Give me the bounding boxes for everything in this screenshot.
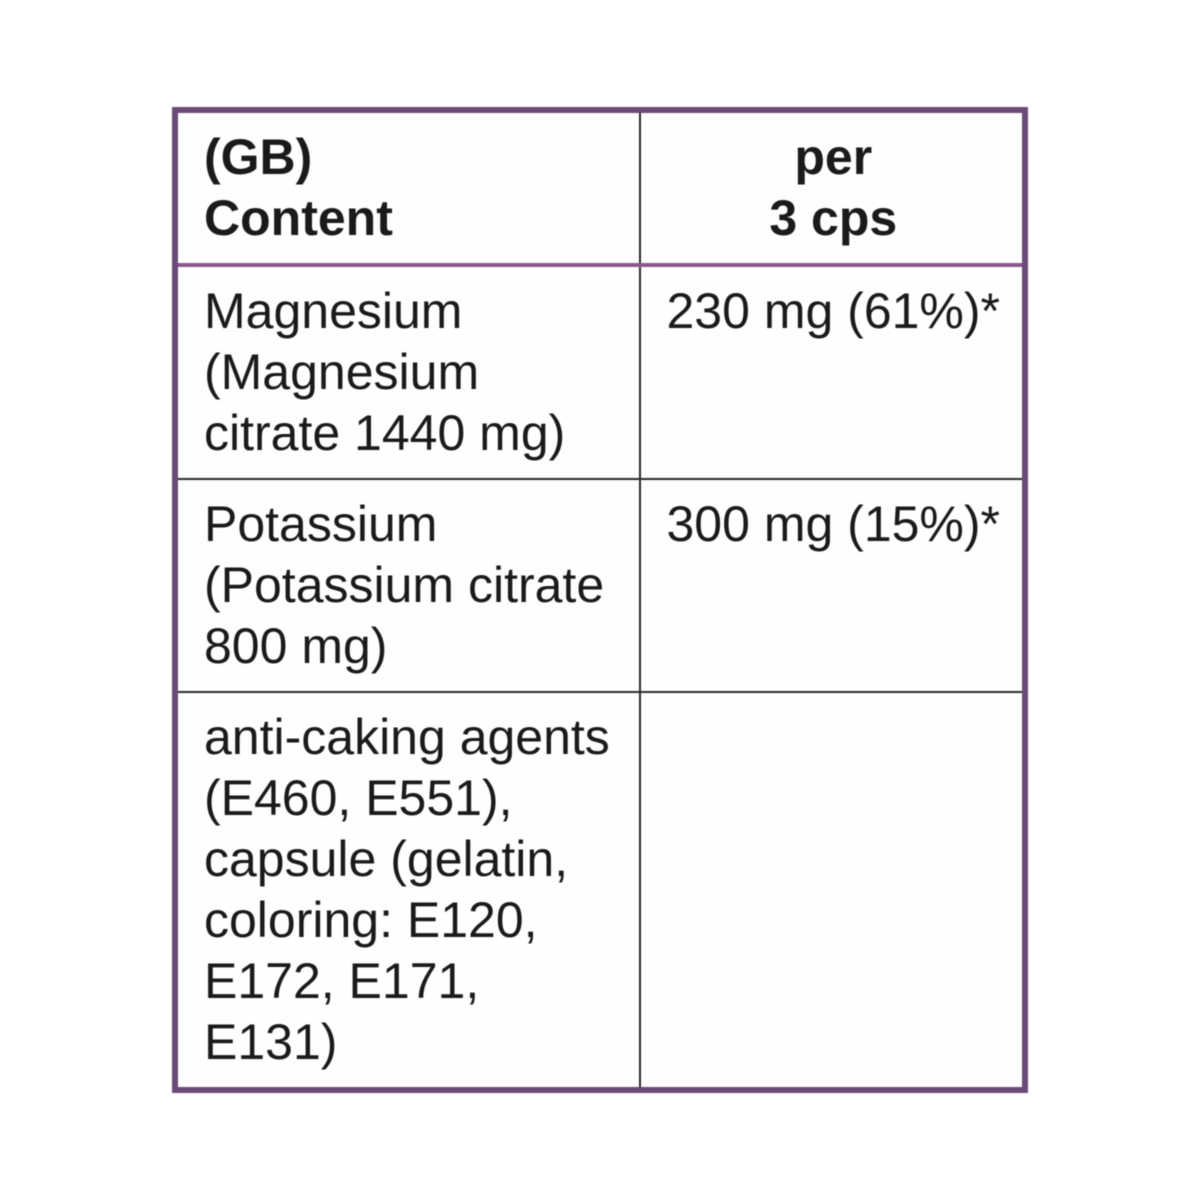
cell-value: 230 mg (61%)* <box>640 265 1026 479</box>
column-header-value: per3 cps <box>640 110 1026 265</box>
nutrition-table-container: (GB)Content per3 cps Magnesium (Magnesiu… <box>172 107 1028 1093</box>
table-row: anti-caking agents (E460, E551), capsule… <box>175 692 1025 1090</box>
column-header-content: (GB)Content <box>175 110 640 265</box>
table-header-row: (GB)Content per3 cps <box>175 110 1025 265</box>
table-row: Potassium (Potassium citrate 800 mg) 300… <box>175 479 1025 692</box>
cell-content: anti-caking agents (E460, E551), capsule… <box>175 692 640 1090</box>
cell-value: 300 mg (15%)* <box>640 479 1026 692</box>
table-row: Magnesium (Magnesium citrate 1440 mg) 23… <box>175 265 1025 479</box>
cell-content: Potassium (Potassium citrate 800 mg) <box>175 479 640 692</box>
cell-value <box>640 692 1026 1090</box>
cell-content: Magnesium (Magnesium citrate 1440 mg) <box>175 265 640 479</box>
nutrition-table: (GB)Content per3 cps Magnesium (Magnesiu… <box>172 107 1028 1093</box>
